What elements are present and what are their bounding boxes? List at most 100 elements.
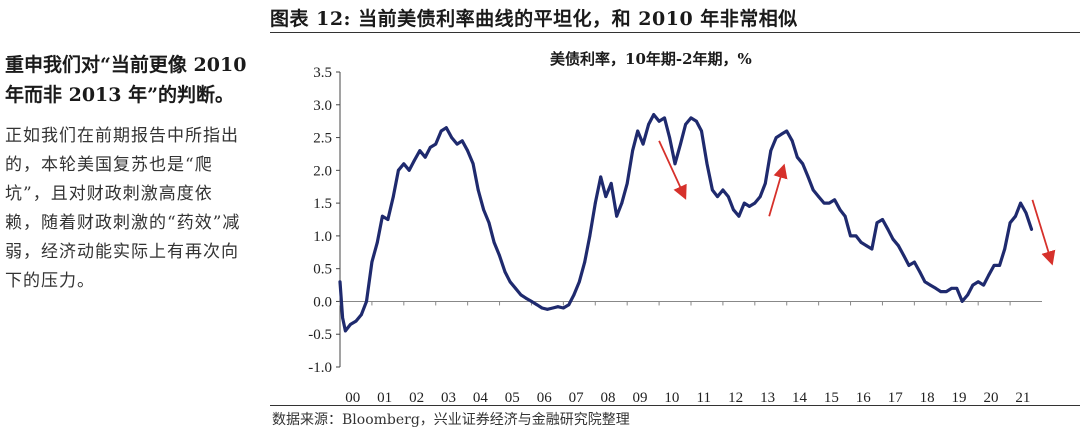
series-point	[535, 303, 539, 307]
series-point	[460, 139, 464, 143]
series-point	[1008, 221, 1012, 225]
series-point	[487, 221, 491, 225]
series-point	[434, 142, 438, 146]
series-point	[673, 162, 677, 166]
series-point	[412, 159, 416, 162]
series-point	[790, 139, 794, 143]
series-point	[391, 195, 395, 199]
x-tick-label: 21	[1015, 390, 1030, 406]
series-point	[923, 280, 927, 284]
series-point	[939, 290, 943, 293]
y-tick-label: 3.0	[313, 98, 332, 114]
series-point	[588, 234, 592, 238]
x-tick-label: 18	[920, 390, 935, 406]
series-point	[647, 123, 650, 126]
series-point	[514, 286, 517, 290]
series-point	[934, 286, 938, 290]
series-point	[455, 142, 459, 146]
x-tick-label: 15	[824, 390, 839, 406]
series-point	[428, 146, 432, 149]
series-point	[785, 129, 789, 133]
series-point	[998, 264, 1001, 267]
series-point	[679, 142, 682, 146]
series-point	[859, 241, 863, 244]
series-point	[519, 293, 523, 297]
x-tick-label: 14	[792, 390, 808, 406]
series-point	[631, 149, 634, 153]
series-point	[593, 201, 597, 205]
series-point	[684, 123, 687, 126]
series-point	[928, 283, 932, 287]
series-point	[721, 188, 725, 192]
series-point	[567, 303, 571, 307]
series-point	[636, 129, 640, 133]
chart-area: 3.5 3.0 2.5 2.0 1.5 1.0 0.5 0.0 -0.5 -1.0 00 01 02 03…	[270, 40, 1080, 408]
series-point	[971, 283, 975, 287]
series-point	[705, 162, 709, 166]
series-point	[418, 149, 422, 153]
series-point	[439, 129, 443, 133]
y-tick-label: -0.5	[308, 327, 332, 343]
y-tick-label: 2.0	[313, 163, 332, 179]
x-tick-label: 05	[505, 390, 520, 406]
series-point	[881, 218, 884, 221]
series-point	[360, 313, 363, 316]
series-point	[402, 162, 406, 166]
figure-title-bar: 图表 12: 当前美债利率曲线的平坦化，和 2010 年非常相似	[270, 2, 1080, 33]
series-point	[838, 208, 842, 212]
series-point	[1019, 201, 1022, 205]
series-point	[849, 234, 852, 238]
series-point	[843, 214, 847, 218]
series-point	[397, 168, 400, 172]
series-point	[652, 113, 656, 116]
series-point	[695, 119, 698, 123]
x-tick-label: 04	[473, 390, 489, 406]
series-point	[944, 290, 948, 293]
series-point	[562, 306, 565, 310]
series-point	[503, 270, 507, 274]
x-tick-label: 03	[441, 390, 456, 406]
series-point	[604, 195, 608, 199]
series-point	[1024, 211, 1028, 215]
series-point	[444, 126, 448, 130]
series-point	[407, 168, 411, 172]
series-point	[572, 293, 576, 297]
series-point	[711, 188, 714, 192]
series-point	[508, 280, 512, 284]
series-point	[886, 227, 890, 231]
x-tick-label: 20	[983, 390, 998, 406]
series-point	[795, 155, 799, 159]
series-line	[338, 113, 1034, 333]
series-point	[960, 300, 964, 303]
series-point	[982, 283, 985, 287]
series-point	[774, 136, 778, 139]
series-point	[918, 270, 922, 274]
series-point	[987, 273, 991, 277]
series-point	[471, 162, 475, 166]
series-point	[992, 264, 996, 267]
series-point	[950, 286, 954, 290]
series-point	[482, 208, 485, 212]
series-point	[530, 300, 533, 303]
series-point	[689, 116, 693, 120]
series-point	[375, 241, 379, 244]
arrow-down	[658, 140, 687, 200]
series-point	[657, 119, 661, 123]
series-point	[466, 149, 469, 153]
x-tick-label: 11	[697, 390, 711, 406]
spread-line-chart: 3.5 3.0 2.5 2.0 1.5 1.0 0.5 0.0 -0.5 -1.0 00 01 02 03…	[308, 65, 1056, 406]
series-point	[1014, 214, 1017, 218]
series-point	[583, 260, 587, 264]
x-tick-label: 06	[537, 390, 553, 406]
x-tick-label: 07	[569, 390, 585, 406]
source-note: 数据来源：Bloomberg，兴业证券经济与金融研究院整理	[272, 412, 630, 428]
series-point	[779, 132, 783, 136]
series-point	[897, 244, 900, 248]
y-tick-label: -1.0	[308, 360, 332, 376]
series-point	[1030, 227, 1033, 231]
series-point	[822, 201, 826, 205]
series-point	[955, 286, 959, 290]
series-point	[817, 195, 820, 199]
series-point	[827, 201, 831, 205]
x-tick-label: 00	[345, 390, 360, 406]
